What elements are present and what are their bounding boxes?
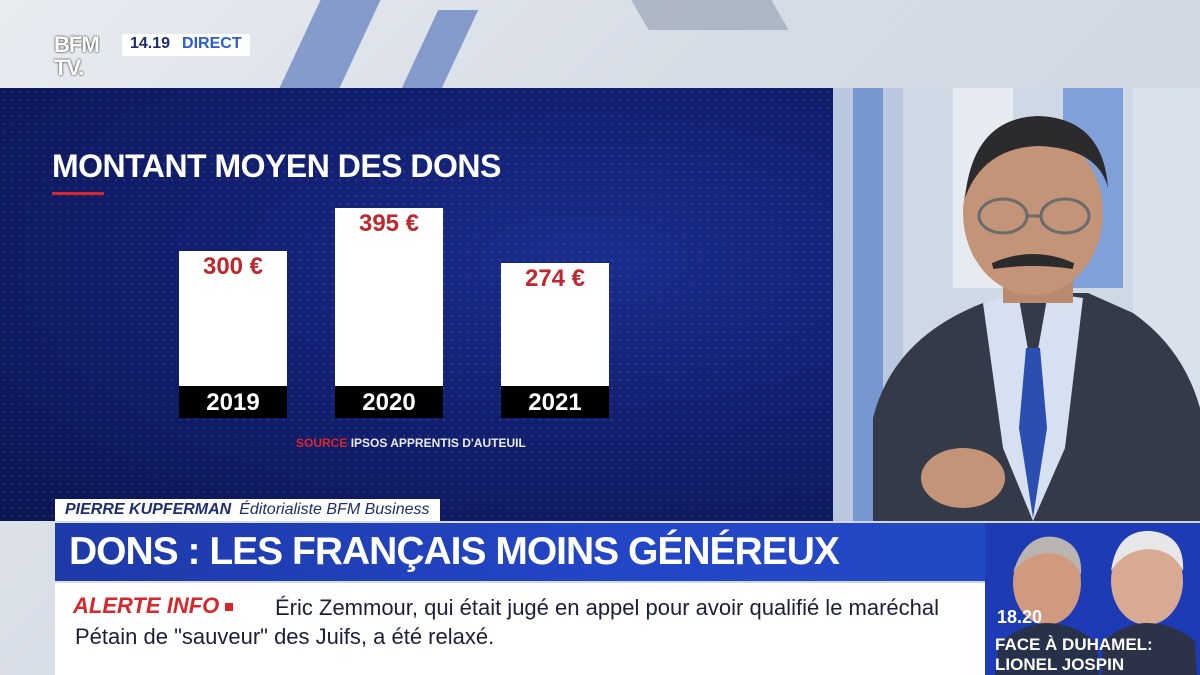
alert-label: ALERTE INFO [73, 593, 234, 619]
bar-value-label: 274 € [524, 265, 586, 292]
program-promo: 18.20 FACE À DUHAMEL: LIONEL JOSPIN [985, 523, 1200, 675]
alert-text: Éric Zemmour, qui était jugé en appel po… [75, 595, 940, 649]
alert-square-icon [225, 603, 234, 612]
promo-portraits [985, 523, 1200, 675]
title-underline [52, 192, 104, 195]
logo-text-line2: TV. [54, 55, 84, 80]
infographic-panel: MONTANT MOYEN DES DONS 300 € 2019 395 € 202… [0, 88, 833, 521]
alert-ticker: ALERTE INFO Éric Zemmour, qui était jugé… [55, 583, 985, 675]
bar-2020 [335, 208, 443, 386]
bar-category-label: 2019 [179, 386, 287, 418]
presenter-video [833, 88, 1200, 521]
bfmtv-logo: BFM TV. [54, 33, 116, 87]
bar-category-label: 2021 [501, 386, 609, 418]
bar-category-label: 2020 [335, 386, 443, 418]
source-line: SOURCE IPSOS APPRENTIS D'AUTEUIL [296, 436, 526, 450]
studio-light-stripe [631, 0, 789, 30]
bar-value-label: 395 € [358, 210, 420, 237]
promo-guest: LIONEL JOSPIN [995, 655, 1125, 674]
promo-title: FACE À DUHAMEL: [995, 635, 1153, 654]
source-key: SOURCE [296, 436, 348, 450]
clock-time: 14.19 [122, 34, 179, 56]
headline-bar: DONS : LES FRANÇAIS MOINS GÉNÉREUX [55, 523, 985, 581]
chart-title: MONTANT MOYEN DES DONS [52, 148, 501, 184]
bar-value-label: 300 € [202, 253, 264, 280]
alert-label-text: ALERTE INFO [73, 593, 220, 618]
speaker-role: Éditorialiste BFM Business [239, 501, 430, 518]
studio-light-stripe [279, 0, 381, 88]
bar-2019 [179, 251, 287, 386]
promo-time: 18.20 [997, 607, 1043, 627]
source-value: IPSOS APPRENTIS D'AUTEUIL [350, 436, 526, 450]
headline-text: DONS : LES FRANÇAIS MOINS GÉNÉREUX [69, 530, 840, 573]
bar-2021 [501, 263, 609, 386]
live-badge: DIRECT [178, 34, 250, 56]
speaker-name-bar: PIERRE KUPFERMAN Éditorialiste BFM Busin… [55, 499, 440, 521]
studio-light-stripe [401, 10, 479, 88]
clock-bar: 14.19 DIRECT [122, 34, 250, 56]
presenter-illustration [833, 88, 1200, 521]
speaker-name: PIERRE KUPFERMAN [65, 501, 232, 518]
logo-text-line1: BFM [54, 32, 100, 57]
